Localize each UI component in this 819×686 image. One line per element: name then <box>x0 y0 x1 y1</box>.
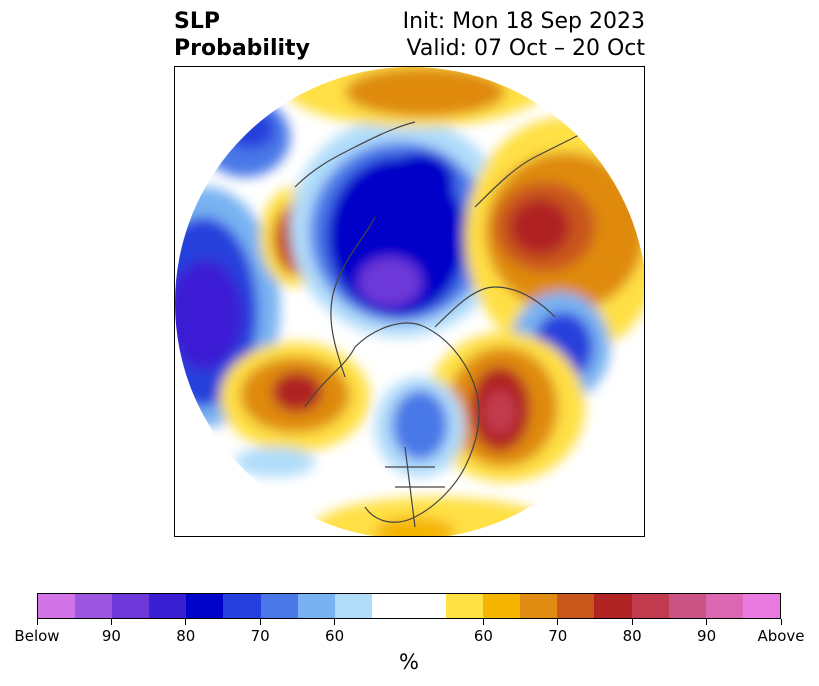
colorbar-tick <box>482 619 484 625</box>
colorbar-segment <box>594 594 632 618</box>
colorbar-segment <box>520 594 558 618</box>
colorbar-tick <box>631 619 633 625</box>
polar-map-svg <box>175 67 644 536</box>
colorbar-segment <box>75 594 113 618</box>
colorbar-segment <box>742 594 780 618</box>
title-variable: SLP <box>174 9 220 34</box>
colorbar-unit: % <box>399 650 419 674</box>
colorbar-tick-label: 90 <box>697 627 717 645</box>
colorbar-tick <box>706 619 708 625</box>
coastlines <box>294 121 596 528</box>
colorbar-tick-label: 80 <box>622 627 642 645</box>
colorbar-segment <box>112 594 150 618</box>
colorbar-segment <box>297 594 335 618</box>
colorbar-segment <box>186 594 224 618</box>
colorbar-segment <box>705 594 743 618</box>
colorbar-tick-label: 80 <box>176 627 196 645</box>
colorbar-tick <box>259 619 261 625</box>
colorbar-tick <box>780 619 782 625</box>
colorbar-segment <box>408 594 447 618</box>
map-title: SLP Probability <box>174 8 310 62</box>
colorbar-segment <box>223 594 261 618</box>
colorbar-segment <box>260 594 298 618</box>
colorbar-segment <box>334 594 372 618</box>
colorbar-segment <box>446 594 484 618</box>
colorbar-tick-label: 70 <box>548 627 568 645</box>
colorbar-tick <box>557 619 559 625</box>
colorbar-tick <box>110 619 112 625</box>
colorbar-tick-label: 90 <box>101 627 121 645</box>
colorbar-segment <box>38 594 76 618</box>
valid-period: Valid: 07 Oct – 20 Oct <box>406 36 645 61</box>
init-date: Init: Mon 18 Sep 2023 <box>402 9 645 34</box>
colorbar-tick <box>185 619 187 625</box>
colorbar-tick-label: 60 <box>325 627 345 645</box>
colorbar-tick <box>36 619 38 625</box>
colorbar-segment <box>371 594 409 618</box>
colorbar-tick-label: 70 <box>250 627 270 645</box>
colorbar-tick-label: 60 <box>473 627 493 645</box>
probability-map <box>174 66 645 537</box>
colorbar-segment <box>149 594 187 618</box>
colorbar-segment <box>483 594 521 618</box>
colorbar-segment <box>631 594 669 618</box>
map-dates: Init: Mon 18 Sep 2023 Valid: 07 Oct – 20… <box>403 8 645 62</box>
colorbar-tick-label: Below <box>14 627 60 645</box>
colorbar-tick-label: Above <box>757 627 805 645</box>
colorbar-segment <box>668 594 706 618</box>
colorbar <box>37 593 781 619</box>
colorbar-segment <box>557 594 595 618</box>
title-product: Probability <box>174 36 310 61</box>
colorbar-tick <box>334 619 336 625</box>
